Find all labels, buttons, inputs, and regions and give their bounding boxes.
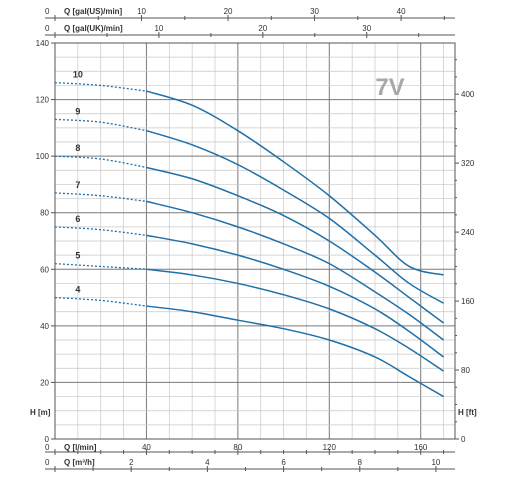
series-label-8: 8: [75, 143, 80, 153]
uk-axis-label: Q [gal(UK)/min]: [64, 24, 123, 33]
uk-tick-label: 20: [258, 24, 267, 33]
curves: [54, 81, 445, 398]
curve-4-dashed: [54, 296, 147, 307]
uk-tick-label: 10: [154, 24, 163, 33]
y-tick-label: 80: [40, 209, 49, 218]
lpm-axis-label: Q [l/min]: [64, 443, 97, 452]
series-label-5: 5: [75, 251, 80, 261]
model-label: 7V: [375, 74, 404, 101]
m3h-tick-label: 2: [129, 458, 134, 467]
ft-tick-label: 240: [461, 228, 475, 237]
ft-tick-label: 320: [461, 159, 475, 168]
y-tick-label: 120: [36, 96, 50, 105]
y-tick-label: 0: [45, 435, 50, 444]
ft-axis-label: H [ft]: [458, 408, 477, 417]
lpm-tick-label: 160: [414, 443, 428, 452]
axes: [45, 15, 459, 472]
curve-10-dashed: [54, 81, 147, 92]
m3h-tick-label: 4: [205, 458, 210, 467]
us-tick-label: 10: [137, 7, 146, 16]
lpm-tick-label: 40: [142, 443, 151, 452]
plot-frame: [54, 42, 456, 440]
y-tick-label: 100: [36, 152, 50, 161]
curve-7-dashed: [54, 192, 147, 203]
series-label-10: 10: [73, 70, 83, 80]
ft-tick-label: 160: [461, 297, 475, 306]
m3h-axis-label: Q [m³/h]: [64, 458, 95, 467]
curve-4: [146, 305, 444, 398]
y-axis-label: H [m]: [30, 408, 51, 417]
m3h-zero-label: 0: [45, 458, 50, 467]
ft-tick-label: 80: [461, 366, 470, 375]
series-label-7: 7: [75, 180, 80, 190]
us-tick-label: 20: [224, 7, 233, 16]
us-zero-label: 0: [45, 7, 50, 16]
m3h-tick-label: 6: [281, 458, 286, 467]
lpm-tick-label: 120: [323, 443, 337, 452]
ft-tick-label: 400: [461, 90, 475, 99]
curve-5: [146, 268, 444, 372]
series-label-4: 4: [75, 285, 80, 295]
lpm-zero-label: 0: [45, 443, 50, 452]
curve-6: [146, 234, 445, 358]
curve-10: [146, 90, 444, 276]
us-axis-label: Q [gal(US)/min]: [64, 7, 123, 16]
y-tick-label: 40: [40, 322, 49, 331]
y-tick-label: 20: [40, 378, 49, 387]
curve-5-dashed: [54, 262, 147, 270]
curve-9-dashed: [54, 118, 147, 132]
us-tick-label: 40: [397, 7, 406, 16]
uk-tick-label: 30: [362, 24, 371, 33]
ft-tick-label: 0: [461, 435, 466, 444]
y-tick-label: 140: [36, 39, 50, 48]
y-tick-label: 60: [40, 265, 49, 274]
curve-7: [146, 200, 445, 341]
uk-zero-label: 0: [45, 24, 50, 33]
series-label-9: 9: [75, 106, 80, 116]
us-tick-label: 30: [310, 7, 319, 16]
grid: [54, 42, 455, 440]
m3h-tick-label: 8: [358, 458, 363, 467]
lpm-tick-label: 80: [233, 443, 242, 452]
curve-9: [146, 129, 444, 304]
curve-6-dashed: [54, 226, 147, 236]
curve-8-dashed: [54, 155, 147, 169]
series-label-6: 6: [75, 214, 80, 224]
curve-8: [146, 166, 445, 324]
m3h-tick-label: 10: [431, 458, 440, 467]
